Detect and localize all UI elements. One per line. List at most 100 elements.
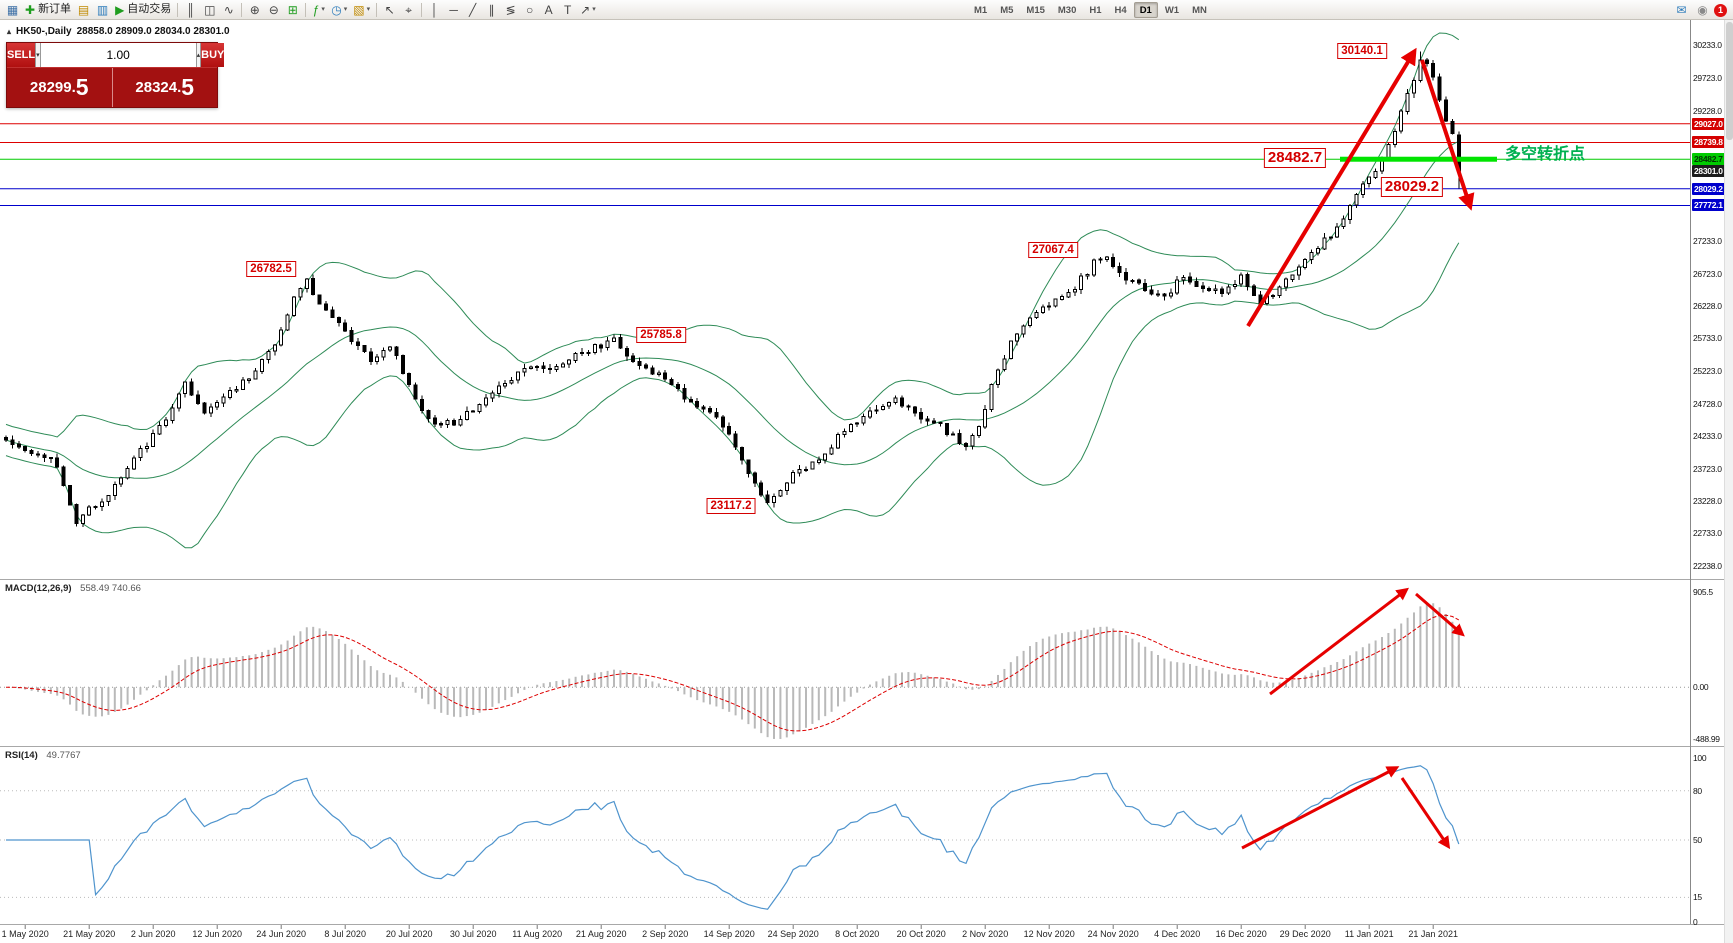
trade-panel-prices: 28299. 5 28324. 5 xyxy=(7,67,217,107)
trendline-icon[interactable]: ╱ xyxy=(463,1,482,19)
trade-panel-controls: SELL ▾ ▴ BUY xyxy=(7,43,225,67)
macd-tick: 905.5 xyxy=(1693,586,1713,597)
timeframe-h1[interactable]: H1 xyxy=(1089,4,1102,16)
templates-icon[interactable]: ▧ ▾ xyxy=(350,1,373,19)
scrollbar-thumb[interactable] xyxy=(1726,22,1733,140)
sell-button[interactable]: SELL xyxy=(7,43,36,67)
price-tick: 22238.0 xyxy=(1693,560,1722,571)
notification-badge[interactable]: 1 xyxy=(1714,3,1727,17)
zoom-in-icon[interactable]: ⊕ xyxy=(245,1,264,19)
chart-profiles-icon[interactable]: ▤ xyxy=(74,1,93,19)
volume-increment-button[interactable]: ▴ xyxy=(195,43,202,67)
toolbar-separator xyxy=(376,2,378,17)
price-tick: 29228.0 xyxy=(1693,105,1722,116)
crosshair-icon[interactable]: ⌖ xyxy=(399,1,418,19)
alerts-icon[interactable]: ◉ xyxy=(1693,1,1712,19)
price-axis[interactable]: 30233.0 29723.0 29228.0 27233.0 26723.0 26228… xyxy=(1692,0,1728,943)
date-label: 21 Jan 2021 xyxy=(1408,929,1458,939)
pane-separators xyxy=(0,20,1733,925)
candles-layer xyxy=(4,51,1461,527)
market-watch-icon: ▥ xyxy=(96,2,109,17)
timeframe-d1[interactable]: D1 xyxy=(1133,2,1158,18)
buy-button[interactable]: BUY xyxy=(201,43,225,67)
rsi-tick: 100 xyxy=(1693,753,1707,763)
date-label: 24 Nov 2020 xyxy=(1087,929,1139,939)
date-label: 14 Sep 2020 xyxy=(703,929,755,939)
date-label: 21 May 2020 xyxy=(63,929,116,939)
auto-trading-button[interactable]: ▶ 自动交易 xyxy=(112,1,174,19)
scrollbar[interactable] xyxy=(1724,20,1733,943)
line-chart-icon[interactable]: ∿ xyxy=(219,1,238,19)
timeframe-h4[interactable]: H4 xyxy=(1114,4,1127,16)
date-label: 29 Dec 2020 xyxy=(1279,929,1331,939)
indicators-icon[interactable]: ƒ ▾ xyxy=(309,1,328,19)
text-icon: A xyxy=(544,2,553,17)
buy-price-main: 28324. xyxy=(135,79,182,96)
turning-point-highlight[interactable] xyxy=(1340,156,1497,162)
vertical-line-icon[interactable]: │ xyxy=(425,1,444,19)
chevron-down-icon[interactable]: ▾ xyxy=(366,6,371,13)
toolbar-right-group: ✉ ◉ 1 xyxy=(1672,1,1727,19)
volume-decrement-button[interactable]: ▾ xyxy=(35,43,41,67)
chevron-down-icon[interactable]: ▾ xyxy=(321,6,325,13)
tile-windows-icon[interactable]: ⊞ xyxy=(283,1,302,19)
zoom-out-icon[interactable]: ⊖ xyxy=(264,1,283,19)
chevron-down-icon[interactable]: ▾ xyxy=(343,6,348,13)
inbox-icon[interactable]: ✉ xyxy=(1672,1,1691,19)
fibonacci-icon[interactable]: ≶ xyxy=(501,1,520,19)
timeframe-m5[interactable]: M5 xyxy=(1000,4,1014,16)
horizontal-level-lines[interactable] xyxy=(0,123,1690,206)
date-label: 4 Dec 2020 xyxy=(1154,929,1201,939)
candlestick-chart-icon[interactable]: ◫ xyxy=(200,1,219,19)
one-click-trade-panel: SELL ▾ ▴ BUY 28299. 5 28324. 5 xyxy=(6,42,225,108)
date-label: 12 Nov 2020 xyxy=(1023,929,1075,939)
cursor-icon[interactable]: ↖ xyxy=(380,1,399,19)
price-badge: 28482.7 xyxy=(1692,153,1725,166)
horizontal-line-icon[interactable]: ─ xyxy=(444,1,463,19)
label-icon[interactable]: T xyxy=(558,1,577,19)
candlestick-chart-icon: ◫ xyxy=(204,2,216,17)
text-icon[interactable]: A xyxy=(539,1,558,19)
rsi-pane-label: RSI(14) 49.7767 xyxy=(5,750,81,761)
zoom-in-icon: ⊕ xyxy=(249,2,260,17)
new-order-button[interactable]: ✚ 新订单 xyxy=(22,1,74,19)
alerts-icon: ◉ xyxy=(1697,3,1708,17)
timeframe-w1[interactable]: W1 xyxy=(1164,4,1180,16)
timeframe-m30[interactable]: M30 xyxy=(1057,4,1077,16)
bollinger-lower-band xyxy=(5,242,1460,549)
trend-arrows[interactable] xyxy=(1241,47,1475,850)
bollinger-upper-band xyxy=(5,32,1460,438)
market-watch-icon[interactable]: ▥ xyxy=(93,1,112,19)
timeframe-m15[interactable]: M15 xyxy=(1026,4,1045,16)
date-label: 24 Sep 2020 xyxy=(767,929,819,939)
price-badge: 27772.1 xyxy=(1692,199,1725,212)
zoom-out-icon: ⊖ xyxy=(268,2,279,17)
shapes-icon[interactable]: ○ xyxy=(520,1,539,19)
buy-price[interactable]: 28324. 5 xyxy=(113,68,218,107)
chart-profiles-icon: ▤ xyxy=(77,2,90,17)
volume-input[interactable] xyxy=(40,43,196,67)
rsi-tick: 0 xyxy=(1693,917,1698,927)
arrows-icon: ↗ xyxy=(580,2,591,17)
chevron-down-icon[interactable]: ▾ xyxy=(592,6,596,13)
chart-marker-icon: ▴ xyxy=(7,27,12,36)
date-label: 2 Jun 2020 xyxy=(130,929,176,939)
date-label: 30 Jul 2020 xyxy=(449,929,497,939)
time-axis[interactable]: 1 May 2020 21 May 2020 2 Jun 2020 12 Jun 20… xyxy=(0,929,1690,943)
timeframe-m1[interactable]: M1 xyxy=(974,4,988,16)
arrows-icon[interactable]: ↗ ▾ xyxy=(577,1,599,19)
new-order-button-label: 新订单 xyxy=(38,3,72,15)
timeframe-toolbar: M1 M5 M15 M30 H1 H4 D1 W1 MN xyxy=(968,2,1214,18)
label-icon: T xyxy=(563,2,572,17)
new-chart-icon[interactable]: ▦ xyxy=(3,1,22,19)
line-chart-icon: ∿ xyxy=(223,2,234,17)
sell-price[interactable]: 28299. 5 xyxy=(7,68,113,107)
bollinger-bands xyxy=(5,32,1460,549)
price-tick: 24728.0 xyxy=(1693,398,1722,409)
macd-indicator-values: 558.49 740.66 xyxy=(80,583,141,594)
timeframe-mn[interactable]: MN xyxy=(1192,4,1207,16)
channel-icon[interactable]: ∥ xyxy=(482,1,501,19)
bar-chart-icon[interactable]: ║ xyxy=(181,1,200,19)
periods-icon[interactable]: ◷ ▾ xyxy=(328,1,350,19)
